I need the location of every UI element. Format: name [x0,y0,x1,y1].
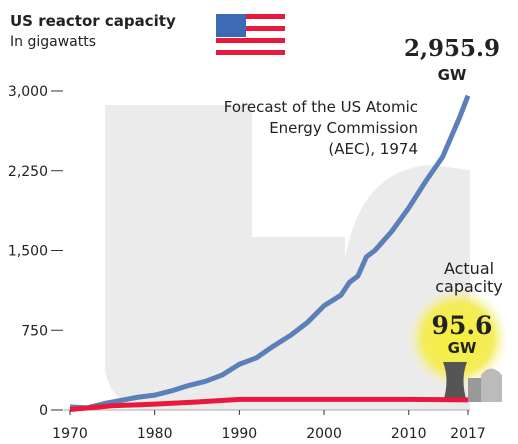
data-label: 2,955.9 [404,35,500,62]
y-tick-label: 2,250 [8,164,48,180]
chart-title: US reactor capacity [10,12,176,30]
series-line [69,396,469,412]
chart-subtitle: In gigawatts [10,34,96,50]
x-tick-label: 1970 [52,426,88,442]
y-tick-label: 0 [39,403,48,419]
x-tick-label: 2000 [306,426,342,442]
x-tick-label: 1990 [222,426,258,442]
legend-label: Actual [444,259,494,278]
flag [216,14,285,57]
legend-label: Forecast of the US Atomic [224,98,418,116]
x-tick-label: 1980 [137,426,173,442]
series-line [69,94,471,411]
legend-label: (AEC), 1974 [328,140,418,158]
x-tick-label: 2010 [391,426,427,442]
reactor-icon [443,362,502,402]
legend-label: Energy Commission [269,119,418,137]
data-label-unit: GW [438,66,467,84]
legend-label: capacity [435,277,503,296]
highlight-glow [408,288,508,388]
y-tick-label: 750 [21,323,48,339]
data-label: 95.6 [432,311,493,340]
y-tick-label: 1,500 [8,244,48,260]
y-tick-label: 3,000 [8,84,48,100]
data-label-unit: GW [448,339,477,357]
x-tick-label: 2017 [450,426,486,442]
